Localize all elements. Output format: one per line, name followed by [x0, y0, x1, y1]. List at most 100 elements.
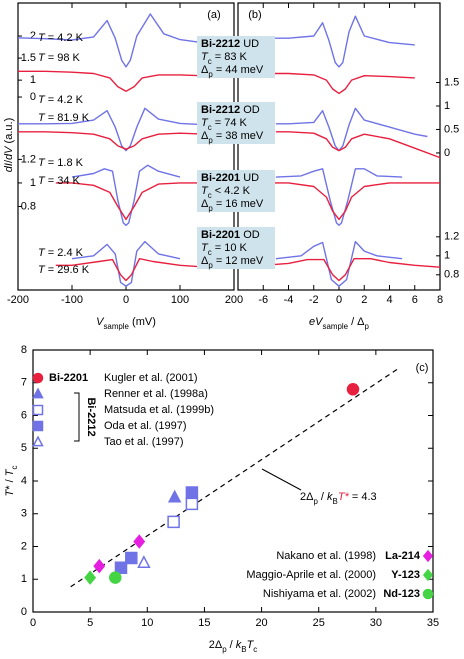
legend-marker — [422, 549, 434, 563]
legend-marker — [422, 588, 434, 600]
y-tick-label: 8 — [21, 344, 27, 356]
x-axis-label: eVsample / Δp — [309, 316, 370, 331]
x-axis-label-part: (mV) — [129, 316, 156, 328]
info-line-part: T — [201, 242, 209, 254]
data-point — [167, 489, 182, 503]
x-tick-label: 25 — [313, 617, 325, 629]
y-axis-label-part: * — [4, 485, 16, 490]
temperature-label-part: T — [38, 94, 46, 106]
y-axis-label: T* / Tc — [4, 466, 19, 497]
temperature-label-part: T — [38, 32, 46, 44]
info-line-part: = 74 K — [212, 117, 248, 129]
fit-pointer — [261, 468, 302, 491]
y-axis-label-part: T — [4, 468, 16, 476]
spectrum-line — [269, 15, 415, 68]
x-tick-label: 10 — [141, 617, 153, 629]
x-axis-label-part: / Δ — [348, 316, 365, 328]
y-tick-label: 0 — [30, 91, 36, 103]
info-line-part: UD — [240, 172, 259, 184]
info-line-part: Δ — [201, 255, 209, 267]
y2-tick-label: 1.2 — [444, 231, 459, 243]
fit-label-part: / — [318, 491, 327, 503]
spectrum-line — [269, 72, 415, 95]
info-line-part: OD — [240, 104, 260, 116]
spectrum-line — [55, 258, 235, 282]
temperature-label: T = 4.2 K — [38, 32, 84, 44]
info-line: Bi-2201 UD — [201, 172, 259, 184]
y-tick-label: 0.8 — [21, 200, 36, 212]
x-tick-label: 2 — [361, 294, 367, 306]
info-line-part: = 44 meV — [213, 64, 264, 76]
x-axis-label-part: sample — [323, 322, 349, 331]
spectrum-line — [55, 182, 235, 221]
temperature-label: T = 29.6 K — [38, 264, 90, 276]
info-line: Tc < 4.2 K — [201, 185, 251, 200]
temperature-label-part: T — [38, 52, 46, 64]
fit-label-part: k — [327, 491, 333, 503]
y2-tick-label: 1.5 — [444, 76, 459, 88]
y2-tick-label: 1 — [444, 250, 450, 262]
legend-marker — [32, 404, 44, 416]
x-axis-label-part: T — [247, 639, 255, 651]
y2-tick-label: 0 — [444, 147, 450, 159]
info-line-part: OD — [240, 229, 260, 241]
legend-label: Matsuda et al. (1999b) — [104, 404, 214, 416]
temperature-label-part: T — [38, 247, 46, 259]
info-line-part: = 10 K — [212, 242, 248, 254]
spectrum-line — [237, 179, 440, 221]
info-line-part: p — [208, 70, 213, 79]
spectrum-line — [275, 131, 441, 159]
x-tick-label: -2 — [309, 294, 319, 306]
x-tick-label: 8 — [437, 294, 443, 306]
y-axis-label-part: dV — [3, 145, 15, 160]
y2-tick-label: 0.5 — [444, 123, 459, 135]
legend-label: Renner et al. (1998a) — [104, 388, 208, 400]
fit-label: 2Δp / kBT* = 4.3 — [300, 491, 377, 506]
info-line: Tc = 83 K — [201, 51, 248, 66]
temperature-label-part: = 1.8 K — [45, 157, 84, 169]
x-tick-label: 0 — [123, 294, 129, 306]
legend-marker — [32, 372, 44, 384]
y-tick-label: 6 — [21, 409, 27, 421]
legend-material: La-214 — [385, 550, 421, 562]
y-tick-label: 0 — [21, 606, 27, 618]
spectrum-line — [18, 70, 218, 92]
legend-material: Nd-123 — [383, 588, 420, 600]
info-line-part: = 83 K — [212, 51, 248, 63]
x-axis-label-part: k — [236, 639, 242, 651]
info-line-part: Δ — [201, 130, 209, 142]
x-tick-label: -4 — [284, 294, 294, 306]
data-point — [125, 551, 138, 565]
group-bracket — [74, 392, 80, 442]
temperature-label-part: T — [38, 264, 46, 276]
legend-label: Nakano et al. (1998) — [276, 550, 376, 562]
info-line: Δp = 38 meV — [201, 130, 264, 145]
y2-tick-label: 0.8 — [444, 269, 459, 281]
x-tick-label: 15 — [198, 617, 210, 629]
info-line: Δp = 12 meV — [201, 255, 264, 270]
y-tick-label: 1 — [30, 177, 36, 189]
y-tick-label: 1 — [30, 74, 36, 86]
data-point — [185, 486, 199, 499]
info-line-part: T — [201, 51, 209, 63]
spectrum-line — [18, 107, 235, 152]
temperature-label-part: T — [38, 112, 46, 124]
y-tick-label: 5 — [21, 442, 27, 454]
legend-label: Tao et al. (1997) — [104, 436, 184, 448]
temperature-label-part: = 4.2 K — [45, 32, 84, 44]
data-point — [133, 534, 146, 549]
group-label: Bi-2212 — [85, 397, 97, 436]
data-point — [346, 383, 360, 396]
info-line-part: Bi-2201 — [201, 229, 240, 241]
x-axis-label-part: c — [253, 645, 257, 654]
y-tick-label: 3 — [21, 508, 27, 520]
info-line-part: = 16 meV — [213, 198, 264, 210]
y-axis-label-part: T — [4, 488, 16, 496]
y-tick-label: 2 — [21, 540, 27, 552]
y-tick-label: 1 — [21, 573, 27, 585]
info-line-part: p — [208, 261, 213, 270]
info-line: Tc = 74 K — [201, 117, 248, 132]
fit-label-part: B — [333, 497, 338, 506]
data-point — [109, 571, 122, 584]
